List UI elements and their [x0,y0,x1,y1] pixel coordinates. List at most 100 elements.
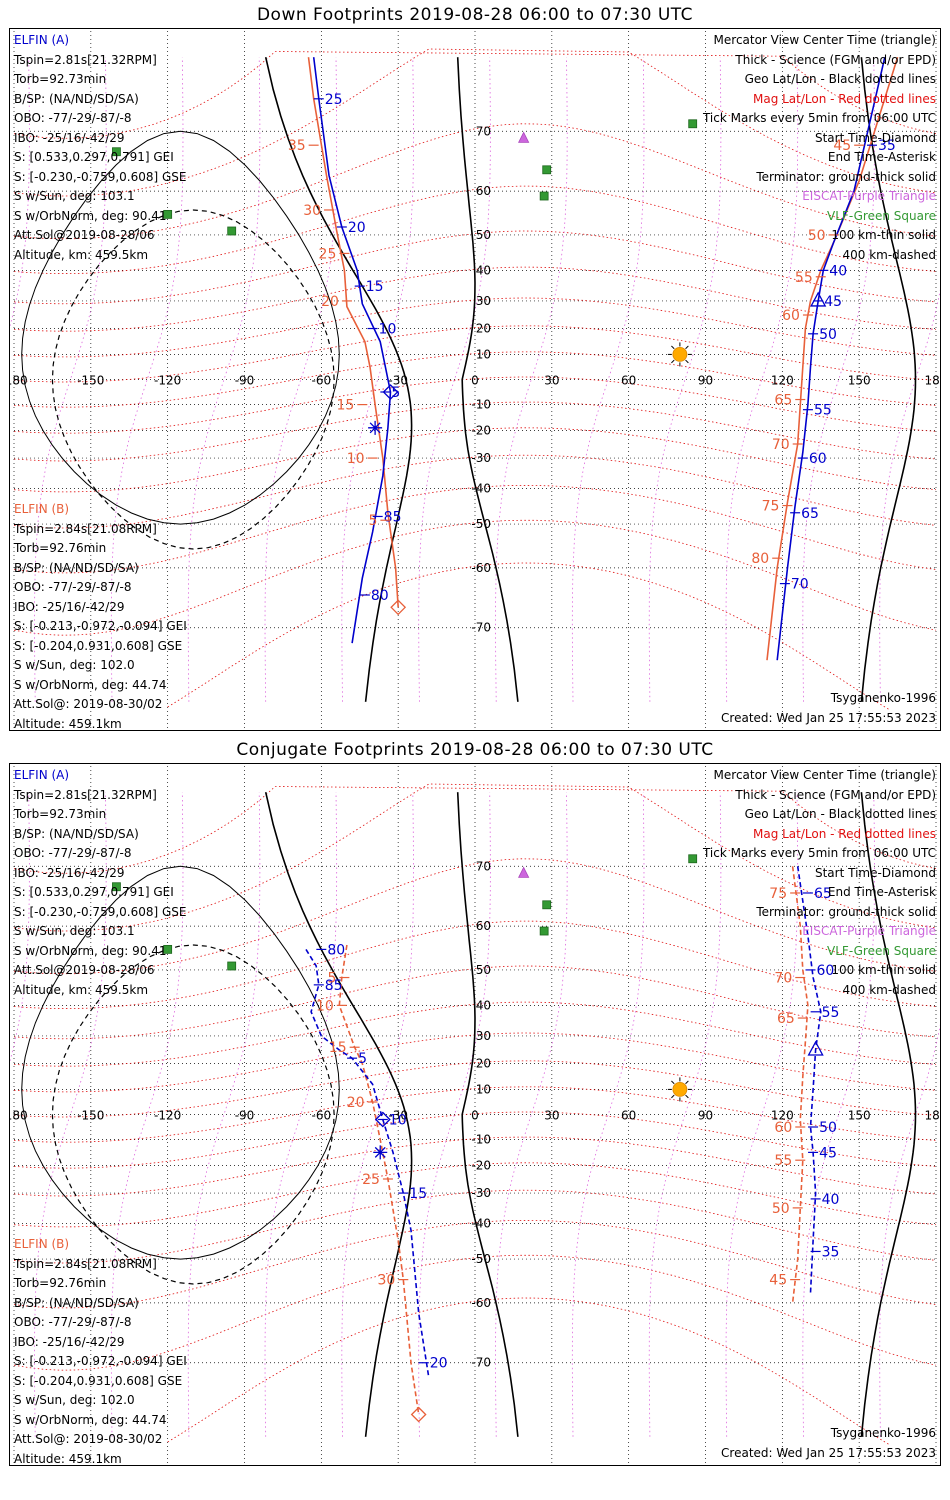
elfin-a-tick-label: 10 [389,1112,407,1128]
legend: Mercator View Center Time (triangle) Thi… [703,766,936,1000]
y-tick-label: 10 [476,347,491,361]
info-b-line: Altitude: 459.1km [14,716,122,731]
model-label: Tsyganenko-1996 [830,691,936,705]
y-tick-label: -50 [471,517,491,531]
info-a-line: B/SP: (NA/ND/SD/SA) [14,91,139,106]
vlf-marker [112,882,121,892]
elfin-a-tick-label: 55 [822,1005,840,1021]
elfin-b-track [307,57,399,608]
terminator-line [264,792,413,1437]
map-plot-down: -180 -150 -120 -90 -60 -30 0 30 60 90 120 150 180 70 6… [10,31,940,728]
legend-item: 400 km-dashed [842,247,936,262]
info-b-line: B/SP: (NA/ND/SD/SA) [14,560,139,575]
legend-item: Thick - Science (FGM and/or EPD) [735,52,936,67]
legend-item: 400 km-dashed [842,982,936,997]
created-label: Created: Wed Jan 25 17:55:53 2023 [721,1445,936,1460]
mag-latitude-line [13,454,937,529]
elfin-a-tick-label: 40 [822,1192,840,1208]
y-tick-label: 30 [476,1029,491,1043]
elfin-a-tick-label: 20 [430,1356,448,1372]
elfin-b-tick-label: 75 [769,886,787,902]
mag-latitude-line [13,230,937,305]
map-panel-conjugate: -180 -150 -120 -90 -60 -30 0 30 60 90 120 150 180 70 6… [9,763,941,1466]
info-b-line: IBO: -25/16/-42/29 [14,599,125,614]
legend-item: EISCAT-Purple Triangle [802,924,936,938]
info-b-line: S w/Sun, deg: 102.0 [14,1393,135,1407]
info-b-line: B/SP: (NA/ND/SD/SA) [14,1295,139,1310]
elfin-b-tick-label: 55 [774,1153,792,1169]
info-b-line: Tspin=2.84s[21.08RPM] [14,1256,157,1271]
info-b-line: Altitude: 459.1km [14,1451,122,1466]
legend-item: VLF-Green Square [827,208,936,223]
y-tick-label: -70 [471,621,491,635]
elfin-a-tick-label: 45 [819,1145,837,1161]
elfin-a-tick-label: 35 [822,1244,840,1260]
elfin-b-tick-label: 50 [772,1201,790,1217]
terminator-line [860,792,917,1437]
elfin-a-tick-label: 15 [409,1186,427,1202]
panel-title-down: Down Footprints 2019-08-28 06:00 to 07:3… [256,5,694,25]
x-tick-label: 120 [771,374,794,388]
eiscat-marker [518,131,530,143]
info-b-line: S w/OrbNorm, deg: 44.74 [14,1412,167,1427]
x-tick-label: 180 [925,1109,940,1123]
altitude-400km-line [51,209,335,550]
y-tick-label: 70 [476,859,491,873]
x-tick-label: -30 [388,1109,408,1123]
elfin-a-track [312,57,392,644]
x-tick-label: 0 [471,374,479,388]
info-b-line: S: [-0.213,-0.972,-0.094] GEI [14,1354,187,1368]
legend-item: VLF-Green Square [827,943,936,958]
elfin-a-tick-label: 20 [348,220,366,236]
y-tick-label: 40 [476,263,491,277]
elfin-b-tick-label: 5 [368,513,377,529]
elfin-a-tick-label: 10 [379,322,397,338]
sun-ray [671,1080,675,1085]
info-a-line: B/SP: (NA/ND/SD/SA) [14,826,139,841]
x-tick-label: 30 [544,374,559,388]
legend: Mercator View Center Time (triangle) Thi… [703,31,936,265]
info-b-line: Att.Sol@: 2019-08-30/02 [14,1432,163,1446]
x-tick-label: 120 [771,1109,794,1123]
info-b-line: S: [-0.204,0.931,0.608] GSE [14,1373,183,1388]
info-a-line: Att.Sol@2019-08-28/06 [14,963,155,977]
vlf-marker [227,226,237,236]
y-tick-label: 20 [476,322,491,336]
x-tick-label: 150 [848,1109,871,1123]
elfin-b-tick-label: 75 [762,499,780,515]
terminator-line [860,57,917,702]
elfin-b-tick-label: 70 [774,971,792,987]
elfin-a-info: ELFIN (A) Tspin=2.81s[21.32RPM] Torb=92.… [14,31,187,265]
y-tick-label: -10 [471,1133,491,1147]
center-time-triangle [810,291,827,307]
y-tick-label: -30 [471,451,491,465]
sun-ray [685,359,689,364]
info-a-line: IBO: -25/16/-42/29 [14,130,125,145]
elfin-b-label: ELFIN (B) [14,1237,70,1251]
footer-right: Tsyganenko-1996 Created: Wed Jan 25 17:5… [721,1424,936,1463]
x-tick-label: -150 [77,1109,104,1123]
mag-latitude-line [13,1001,937,1067]
sun-ray [671,359,675,364]
y-tick-label: -20 [471,1158,491,1172]
legend-item: Start Time-Diamond [814,130,936,145]
y-tick-label: 30 [476,294,491,308]
mag-latitude-line [13,965,937,1040]
sun-ray [685,1080,689,1085]
mag-latitude-line [13,427,937,493]
elfin-a-track [305,948,430,1379]
legend-item: Mag Lat/Lon - Red dotted lines [752,91,936,106]
elfin-a-tick-label: 85 [384,509,402,525]
legend-item: Geo Lat/Lon - Black dotted lines [744,72,936,86]
info-a-line: S w/Sun, deg: 103.1 [14,924,135,938]
elfin-b-tick-label: 50 [808,228,826,244]
info-a-line: OBO: -77/-29/-87/-8 [14,111,132,125]
elfin-b-info: ELFIN (B) Tspin=2.84s[21.08RPM] Torb=92.… [14,1235,187,1469]
y-tick-label: 60 [476,919,491,933]
info-a-line: Altitude, km: 459.5km [14,247,149,262]
info-b-line: OBO: -77/-29/-87/-8 [14,580,132,594]
elfin-b-tick-label: 60 [774,1120,792,1136]
mag-latitude-line [13,376,937,434]
x-tick-label: -60 [312,374,332,388]
y-tick-label: 50 [476,228,491,242]
